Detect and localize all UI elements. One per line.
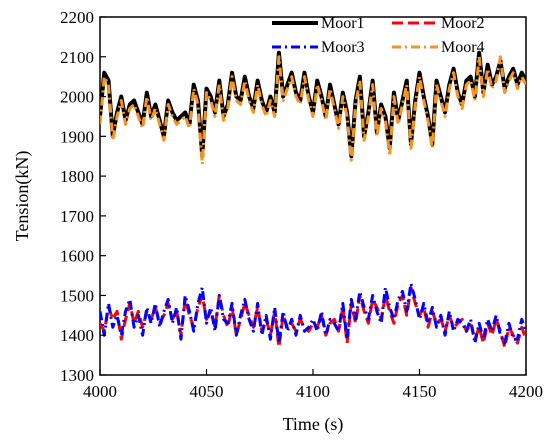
legend-label-moor4: Moor4 (441, 39, 485, 56)
x-axis-title: Time (s) (283, 414, 344, 435)
y-tick-label-6: 1900 (60, 127, 94, 146)
y-tick-label-3: 1600 (60, 247, 94, 266)
y-tick-label-7: 2000 (60, 88, 94, 107)
y-tick-label-0: 1300 (60, 366, 94, 385)
x-tick-label-3: 4150 (403, 382, 437, 401)
legend-label-moor1: Moor1 (321, 15, 365, 32)
y-tick-label-9: 2200 (60, 8, 94, 27)
series-line-moor4 (100, 55, 526, 166)
y-tick-label-4: 1700 (60, 207, 94, 226)
legend-label-moor2: Moor2 (441, 15, 485, 32)
y-tick-label-5: 1800 (60, 167, 94, 186)
legend: Moor1 Moor2 Moor3 Moor4 (272, 15, 485, 56)
y-tick-label-1: 1400 (60, 326, 94, 345)
series-line-moor3 (100, 282, 526, 345)
ticks-layer: 4000 4050 4100 4150 4200 1300 1400 1500 1600 1700… (60, 8, 543, 401)
series-line-moor2 (100, 285, 526, 349)
x-tick-label-4: 4200 (509, 382, 543, 401)
y-tick-label-8: 2100 (60, 48, 94, 67)
x-tick-label-2: 4100 (296, 382, 330, 401)
y-axis-title: Tension(kN) (12, 151, 33, 242)
x-tick-label-1: 4050 (190, 382, 224, 401)
x-tick-label-0: 4000 (83, 382, 117, 401)
series-layer (100, 50, 526, 349)
legend-label-moor3: Moor3 (321, 39, 365, 56)
y-tick-label-2: 1500 (60, 286, 94, 305)
